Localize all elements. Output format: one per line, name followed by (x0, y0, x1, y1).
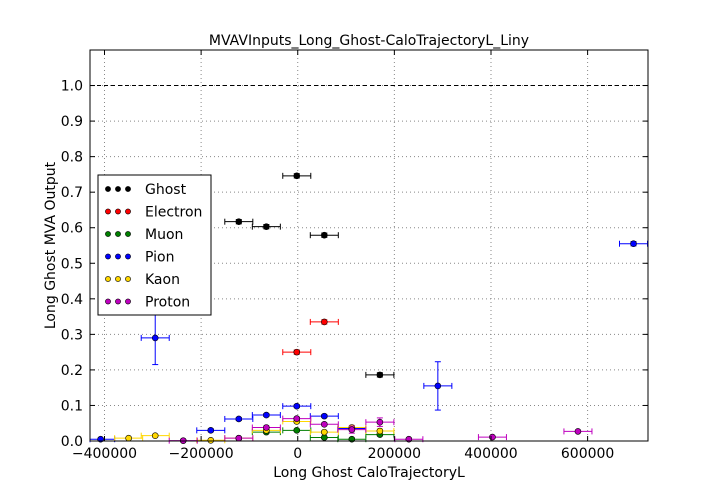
legend-entry: Muon (105, 227, 183, 243)
legend-marker (115, 186, 121, 192)
data-point (263, 411, 270, 419)
legend-label: Ghost (145, 182, 187, 198)
data-point (151, 334, 159, 342)
y-tick-label: 0.0 (61, 434, 83, 450)
x-axis-label: Long Ghost CaloTrajectoryL (273, 465, 465, 481)
data-layer (89, 172, 649, 444)
x-tick-label: −400000 (72, 446, 137, 462)
legend-marker (115, 253, 121, 260)
legend-marker (125, 253, 131, 260)
series-ghost (224, 172, 395, 379)
data-point (263, 223, 270, 230)
legend-label: Pion (145, 250, 174, 266)
data-point (321, 428, 328, 436)
legend-marker (105, 276, 111, 282)
legend-marker (115, 276, 121, 282)
legend-marker (125, 186, 131, 192)
series-pion (89, 240, 649, 443)
data-point (630, 240, 637, 248)
data-point (434, 382, 442, 390)
legend-marker (105, 298, 111, 305)
legend-marker (105, 186, 111, 192)
data-point (125, 434, 132, 442)
series-electron (282, 318, 339, 356)
plot-frame (89, 49, 649, 442)
data-point (235, 218, 243, 225)
data-point (293, 402, 301, 410)
legend-label: Muon (145, 227, 183, 243)
data-point (293, 172, 301, 180)
data-point (348, 426, 356, 433)
y-tick-label: 0.8 (61, 150, 83, 166)
legend-marker (105, 208, 111, 215)
y-tick-label: 0.9 (61, 114, 83, 130)
legend-label: Electron (145, 205, 202, 221)
y-tick-label: 0.4 (61, 292, 83, 308)
data-point (151, 432, 159, 439)
legend-entry: Electron (105, 205, 202, 221)
legend-marker (115, 298, 121, 305)
legend-marker (125, 298, 131, 305)
data-point (321, 318, 328, 326)
y-tick-label: 0.1 (61, 398, 83, 414)
y-tick-label: 0.2 (61, 363, 83, 379)
y-tick-label: 0.5 (61, 256, 83, 272)
legend-label: Proton (145, 295, 190, 311)
data-point (574, 428, 582, 435)
x-tick-label: 600000 (561, 446, 614, 462)
legend-entry: Pion (105, 250, 174, 266)
legend-box (97, 174, 212, 316)
legend-entry: Kaon (105, 272, 180, 288)
chart-title: MVAVInputs_Long_Ghost-CaloTrajectoryL_Li… (209, 33, 529, 49)
y-tick-label: 0.6 (61, 221, 83, 237)
legend-marker (115, 231, 121, 237)
data-point (293, 427, 301, 434)
legend-entry: Proton (105, 295, 190, 311)
data-point (321, 412, 328, 420)
data-point (207, 436, 215, 444)
tick-layer: −400000 −200000 0 200000 400000 600000 0.0 0.1 0… (61, 50, 648, 462)
data-point (235, 434, 243, 442)
x-tick-label: 400000 (464, 446, 517, 462)
x-tick-label: −200000 (169, 446, 234, 462)
x-tick-label: 0 (293, 446, 302, 462)
data-point (263, 424, 270, 431)
y-axis-label: Long Ghost MVA Output (43, 161, 59, 329)
legend-marker (105, 231, 111, 237)
legend-marker (115, 208, 121, 215)
data-point (293, 415, 301, 422)
data-point (376, 371, 384, 379)
y-tick-label: 1.0 (61, 79, 83, 95)
legend-marker (125, 208, 131, 215)
data-point (376, 418, 384, 426)
data-point (293, 348, 301, 356)
legend: Ghost Electron Muon Pion Kaon Proton (97, 174, 212, 316)
data-point (207, 427, 215, 434)
data-point (489, 433, 496, 441)
data-point (321, 420, 328, 428)
legend-label: Kaon (145, 272, 180, 288)
data-point (235, 415, 243, 423)
y-tick-label: 0.7 (61, 185, 83, 201)
data-point (321, 231, 328, 239)
legend-entry: Ghost (105, 182, 187, 198)
legend-marker (105, 253, 111, 260)
x-tick-label: 200000 (368, 446, 421, 462)
data-point (376, 427, 384, 435)
y-tick-label: 0.3 (61, 327, 83, 343)
legend-marker (125, 276, 131, 282)
legend-marker (125, 231, 131, 237)
